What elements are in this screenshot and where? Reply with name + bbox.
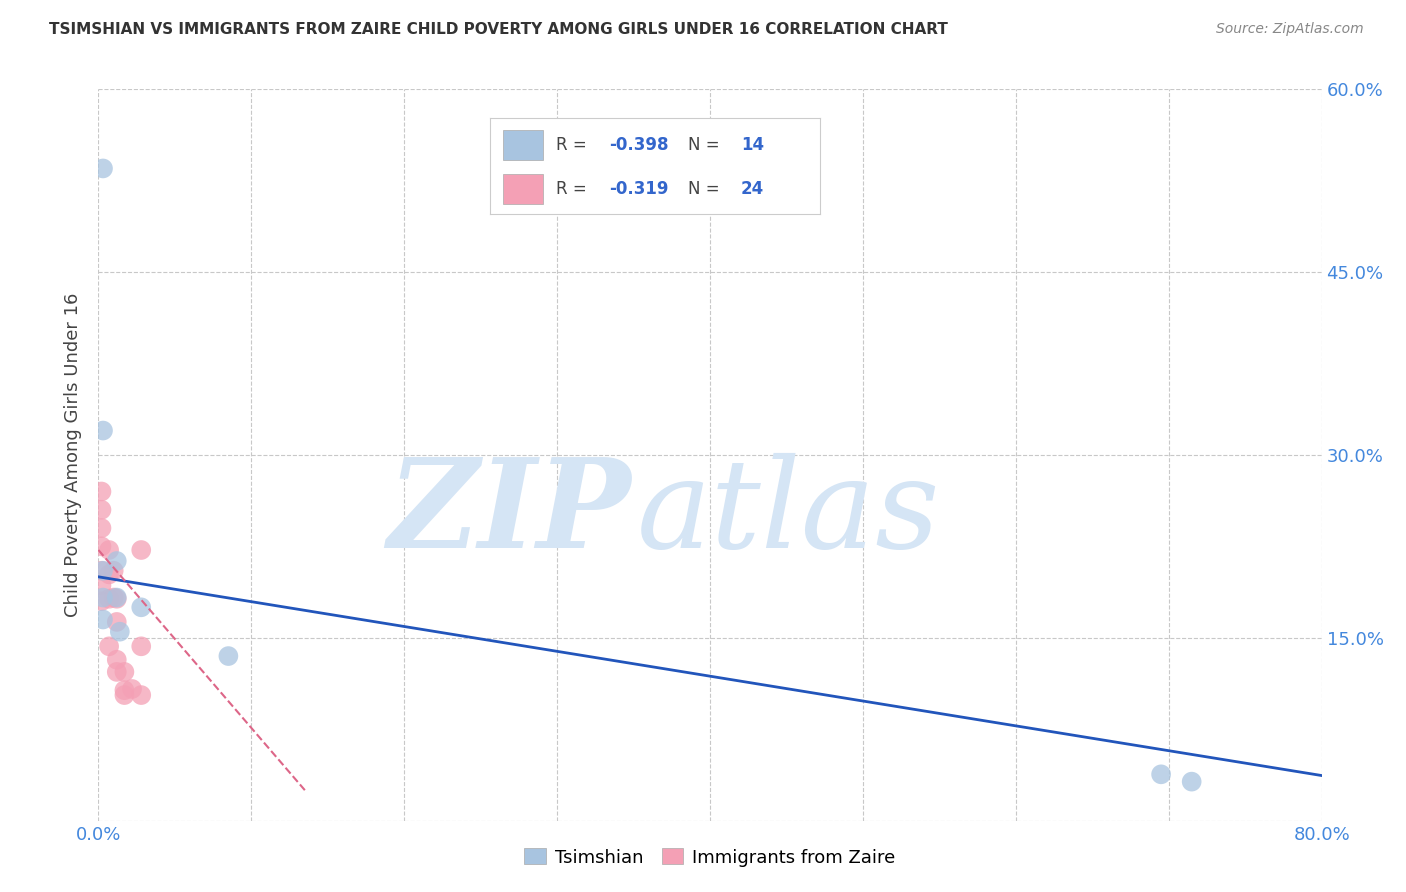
Point <box>90 539 112 553</box>
Point <box>98 591 121 606</box>
Point <box>91 613 114 627</box>
Text: ZIP: ZIP <box>387 452 630 574</box>
Point <box>112 683 135 698</box>
Point <box>112 665 135 679</box>
Point <box>103 591 125 605</box>
Point <box>105 653 128 667</box>
Point <box>105 591 128 606</box>
Point <box>129 543 152 558</box>
Point <box>98 640 121 654</box>
Point <box>105 665 128 679</box>
Point <box>91 424 114 438</box>
Point <box>121 681 143 696</box>
Point <box>105 615 128 629</box>
Point <box>1150 767 1173 781</box>
Legend: Tsimshian, Immigrants from Zaire: Tsimshian, Immigrants from Zaire <box>517 841 903 874</box>
Point <box>91 591 114 605</box>
Point <box>90 503 112 517</box>
Y-axis label: Child Poverty Among Girls Under 16: Child Poverty Among Girls Under 16 <box>63 293 82 617</box>
Point <box>112 688 135 702</box>
Point <box>1181 774 1204 789</box>
Text: Source: ZipAtlas.com: Source: ZipAtlas.com <box>1216 22 1364 37</box>
Point <box>91 161 114 176</box>
Point <box>217 649 239 664</box>
Point <box>90 594 112 608</box>
Point <box>98 543 121 558</box>
Point <box>91 564 114 578</box>
Point <box>90 564 112 578</box>
Point <box>129 640 152 654</box>
Point <box>90 484 112 499</box>
Text: TSIMSHIAN VS IMMIGRANTS FROM ZAIRE CHILD POVERTY AMONG GIRLS UNDER 16 CORRELATIO: TSIMSHIAN VS IMMIGRANTS FROM ZAIRE CHILD… <box>49 22 948 37</box>
Point <box>90 578 112 592</box>
Point <box>98 567 121 582</box>
Point <box>108 624 131 639</box>
Point <box>105 591 128 605</box>
Point <box>129 688 152 702</box>
Text: atlas: atlas <box>637 452 941 574</box>
Point <box>129 600 152 615</box>
Point <box>105 554 128 568</box>
Point <box>103 564 125 578</box>
Point <box>90 521 112 535</box>
